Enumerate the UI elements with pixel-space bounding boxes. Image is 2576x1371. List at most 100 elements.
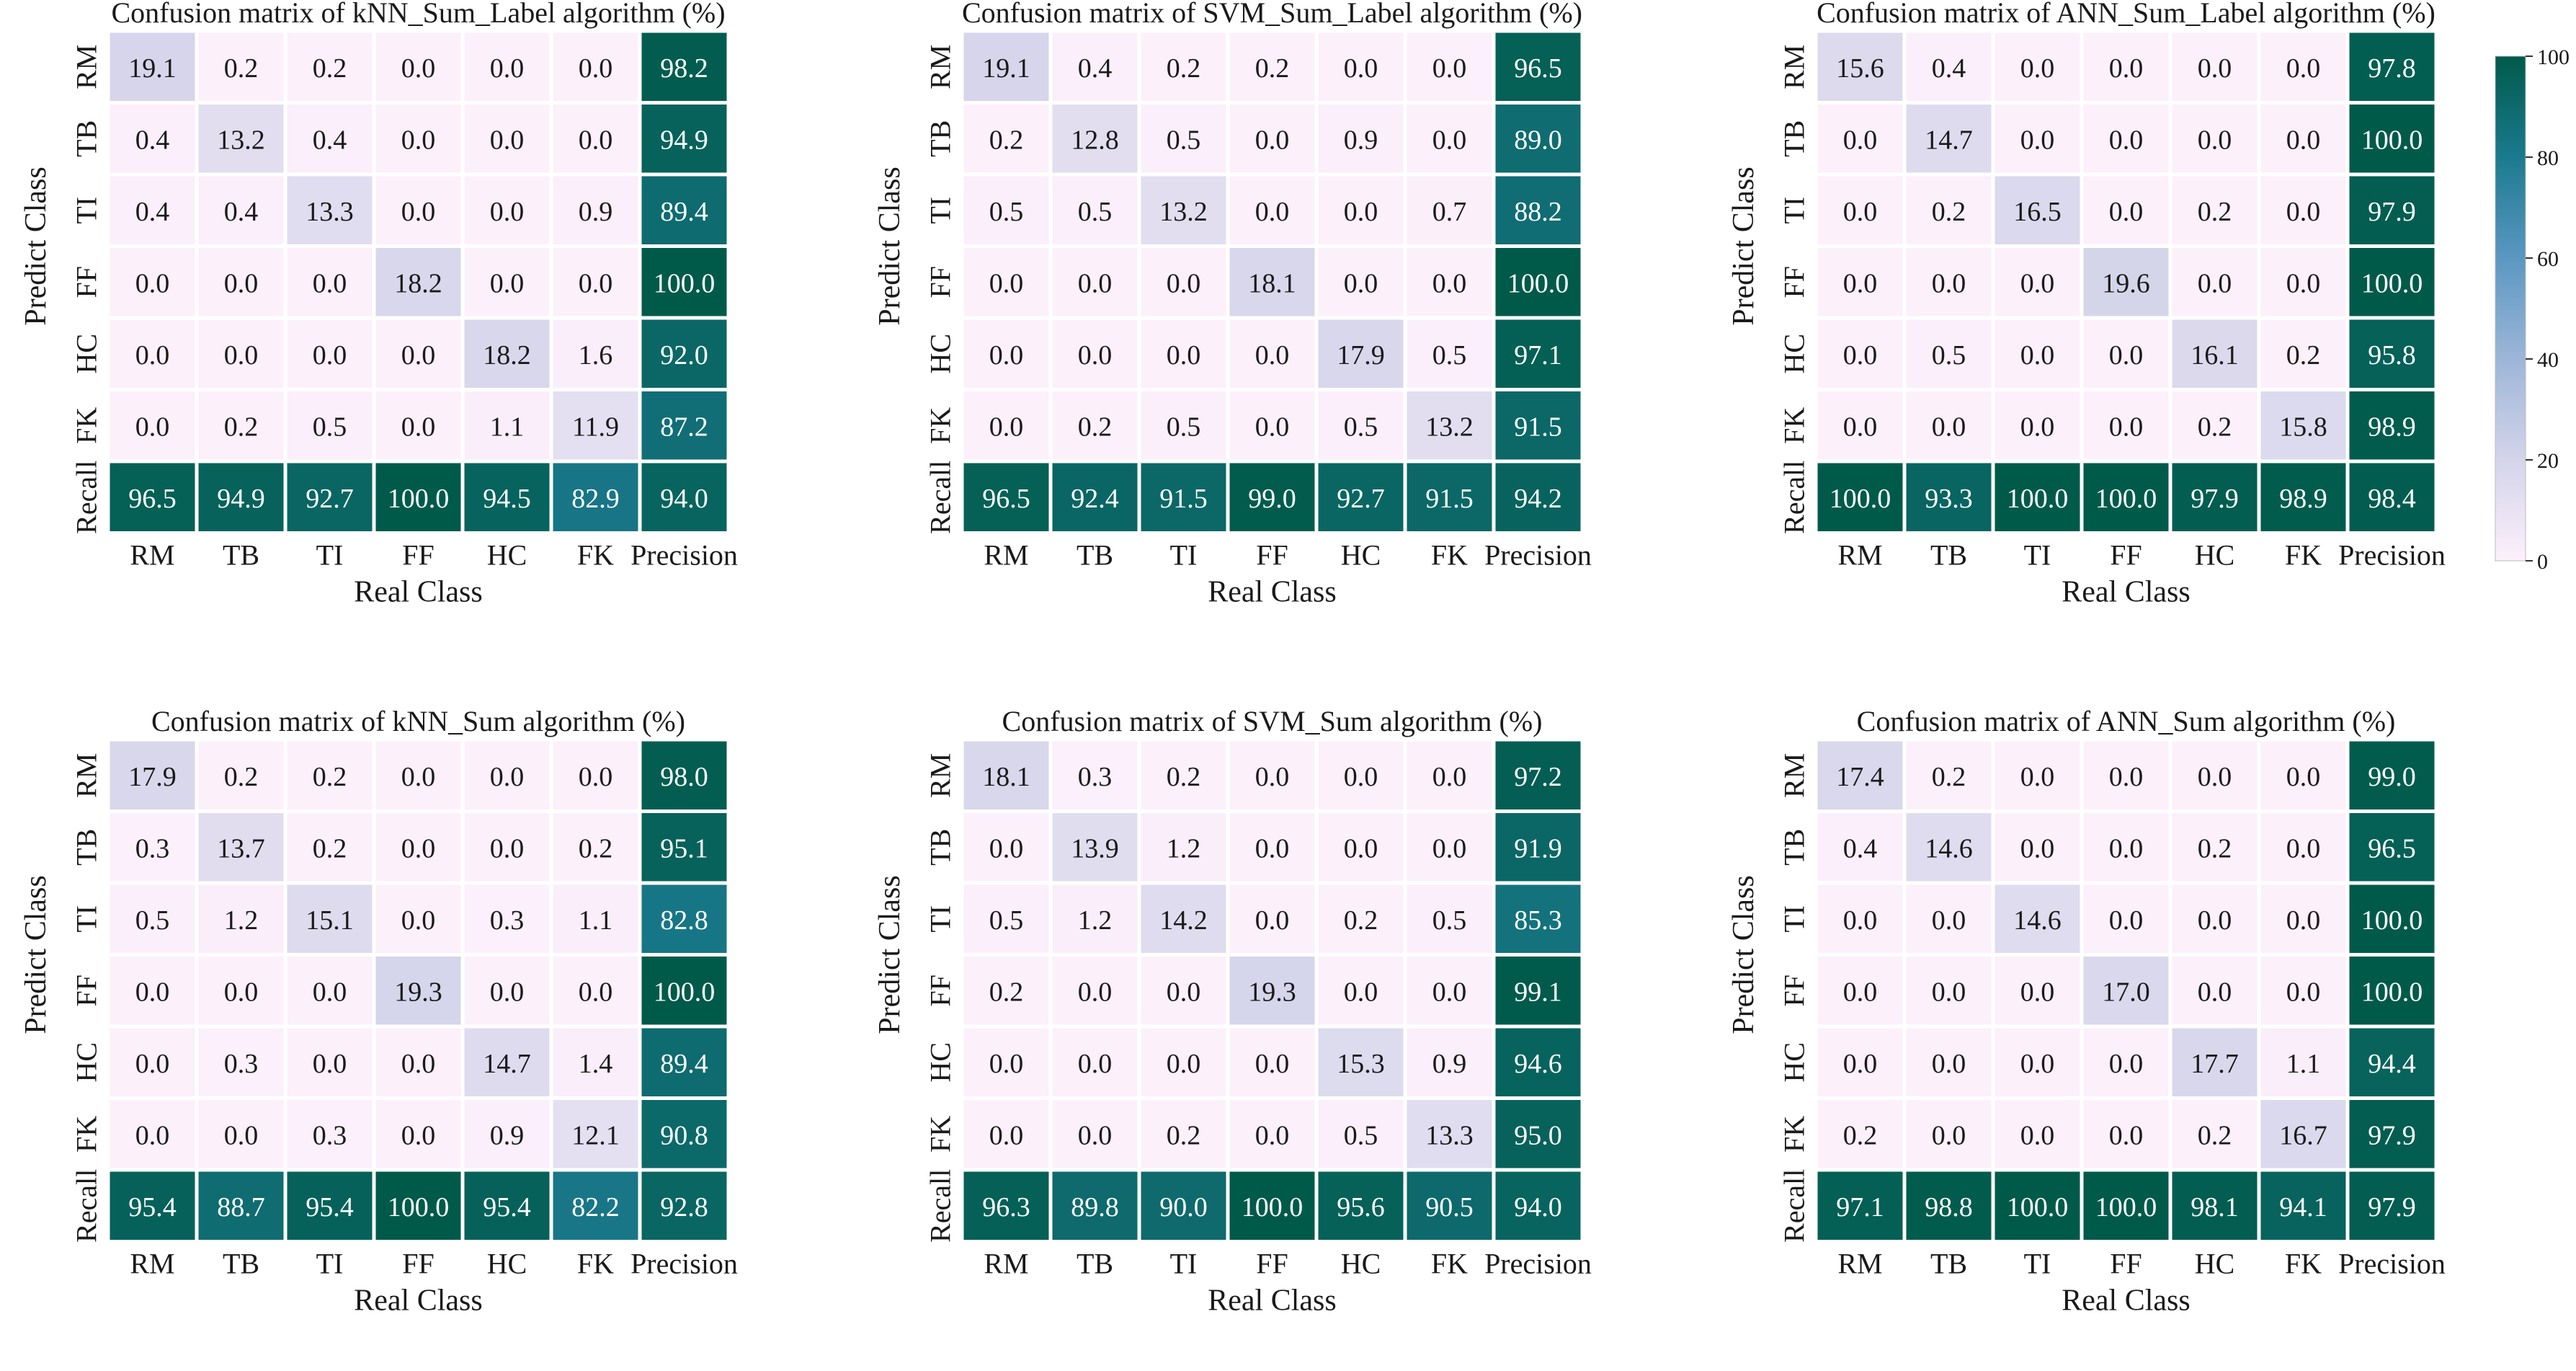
- heatmap-cell: [1991, 172, 2084, 248]
- heatmap-cell: [1048, 881, 1141, 957]
- cell-value-label: 0.0: [401, 125, 436, 155]
- x-tick-label: Precision: [630, 1248, 738, 1280]
- heatmap-cell: [1226, 316, 1319, 391]
- cell-value-label: 97.8: [2368, 53, 2416, 84]
- heatmap-cell: [2257, 316, 2350, 391]
- cell-value-label: 100.0: [2095, 1192, 2157, 1223]
- heatmap-cell: [2345, 459, 2438, 535]
- y-tick-label: FF: [71, 975, 103, 1007]
- x-tick-label: FF: [1256, 539, 1288, 572]
- cell-value-label: 0.0: [1432, 53, 1467, 84]
- y-axis-label: Predict Class: [19, 875, 53, 1034]
- cell-value-label: 0.2: [1932, 197, 1966, 227]
- cell-value-label: 0.0: [1843, 268, 1878, 298]
- heatmap-cell: [1048, 953, 1141, 1029]
- x-tick-label: FF: [2110, 1248, 2142, 1280]
- cell-value-label: 0.2: [1078, 412, 1113, 442]
- x-tick-label: TB: [1077, 539, 1113, 572]
- heatmap-cell: [1137, 459, 1230, 535]
- y-tick-label: FK: [1778, 1116, 1811, 1153]
- cell-value-label: 0.0: [1932, 977, 1966, 1007]
- cell-value-label: 96.3: [982, 1192, 1030, 1223]
- heatmap-cell: [372, 459, 465, 535]
- cell-value-label: 0.0: [2109, 905, 2144, 936]
- cell-value-label: 1.2: [1167, 833, 1201, 864]
- cell-value-label: 88.2: [1514, 197, 1562, 227]
- heatmap-cell: [1314, 459, 1407, 535]
- y-tick-label: FK: [71, 1116, 103, 1153]
- cell-value-label: 96.5: [2368, 833, 2416, 864]
- cell-value-label: 0.0: [1432, 762, 1467, 792]
- heatmap-cell: [960, 737, 1053, 813]
- heatmap-cell: [1403, 459, 1496, 535]
- cell-value-label: 0.0: [1932, 1049, 1966, 1079]
- cell-value-label: 0.2: [2198, 1120, 2232, 1150]
- cell-value-label: 14.6: [2013, 905, 2062, 936]
- heatmap-cell: [1902, 316, 1995, 391]
- cell-value-label: 0.0: [135, 340, 170, 371]
- heatmap-panel-4: Confusion matrix of kNN_Sum algorithm (%…: [19, 705, 738, 1318]
- cell-value-label: 91.5: [1159, 484, 1208, 514]
- cell-value-label: 0.0: [2020, 125, 2055, 155]
- cell-value-label: 0.0: [1167, 268, 1201, 298]
- cell-value-label: 0.0: [2020, 833, 2055, 864]
- y-tick-label: Recall: [1778, 1169, 1811, 1243]
- x-tick-label: RM: [984, 1248, 1028, 1280]
- cell-value-label: 0.0: [2109, 197, 2144, 227]
- cell-value-label: 0.9: [1344, 125, 1378, 155]
- cell-value-label: 94.1: [2279, 1192, 2327, 1223]
- heatmap-cell: [960, 881, 1053, 957]
- cell-value-label: 100.0: [2361, 905, 2423, 936]
- heatmap-cell: [106, 388, 199, 463]
- cell-value-label: 0.0: [1255, 340, 1290, 371]
- x-axis-label: Real Class: [1208, 576, 1336, 609]
- cell-value-label: 0.0: [313, 977, 347, 1007]
- cell-value-label: 97.9: [2368, 1192, 2416, 1223]
- cell-value-label: 0.3: [224, 1049, 259, 1079]
- cell-value-label: 0.0: [1255, 197, 1290, 227]
- cell-value-label: 0.2: [1843, 1120, 1878, 1150]
- x-tick-label: HC: [2195, 1248, 2235, 1280]
- y-axis-label: Predict Class: [19, 167, 53, 325]
- cell-value-label: 1.1: [2286, 1049, 2321, 1079]
- heatmap-cell: [2080, 881, 2172, 957]
- cell-value-label: 0.5: [1932, 340, 1966, 371]
- cell-value-label: 0.0: [2109, 762, 2144, 792]
- y-tick-label: FF: [924, 266, 957, 298]
- heatmap-cell: [1137, 809, 1230, 885]
- cell-value-label: 13.3: [1425, 1120, 1474, 1150]
- heatmap-cell: [460, 1168, 553, 1243]
- x-tick-label: RM: [1837, 1248, 1882, 1280]
- cell-value-label: 91.9: [1514, 833, 1562, 864]
- cell-value-label: 0.0: [1167, 1049, 1201, 1079]
- heatmap-cell: [2168, 809, 2261, 885]
- cell-value-label: 0.0: [2286, 53, 2321, 84]
- cell-value-label: 0.0: [2109, 833, 2144, 864]
- heatmap-cell: [1902, 737, 1995, 813]
- cell-value-label: 0.0: [490, 53, 525, 84]
- cell-value-label: 0.2: [989, 125, 1024, 155]
- x-tick-label: Precision: [630, 539, 738, 572]
- heatmap-cell: [195, 172, 288, 248]
- cell-value-label: 17.0: [2102, 977, 2150, 1007]
- cell-value-label: 0.0: [401, 833, 436, 864]
- chart-title: Confusion matrix of SVM_Sum algorithm (%…: [1002, 705, 1543, 737]
- heatmap-cell: [460, 459, 553, 535]
- cell-value-label: 0.9: [1432, 1049, 1467, 1079]
- heatmap-cell: [1048, 316, 1141, 391]
- cell-value-label: 14.2: [1159, 905, 1208, 936]
- heatmap-cell: [2168, 29, 2261, 105]
- cell-value-label: 0.0: [1344, 53, 1378, 84]
- cell-value-label: 0.2: [313, 53, 347, 84]
- y-tick-label: TB: [1778, 120, 1811, 157]
- cell-value-label: 1.2: [224, 905, 259, 936]
- cell-value-label: 91.5: [1514, 412, 1562, 442]
- chart-title: Confusion matrix of ANN_Sum_Label algori…: [1817, 0, 2435, 29]
- heatmap-cell: [1314, 1096, 1407, 1172]
- cell-value-label: 95.0: [1514, 1120, 1562, 1150]
- cell-value-label: 0.0: [2286, 125, 2321, 155]
- y-tick-label: RM: [924, 45, 957, 89]
- cell-value-label: 100.0: [2007, 484, 2069, 514]
- heatmap-cell: [1314, 316, 1407, 391]
- cell-value-label: 100.0: [654, 977, 716, 1007]
